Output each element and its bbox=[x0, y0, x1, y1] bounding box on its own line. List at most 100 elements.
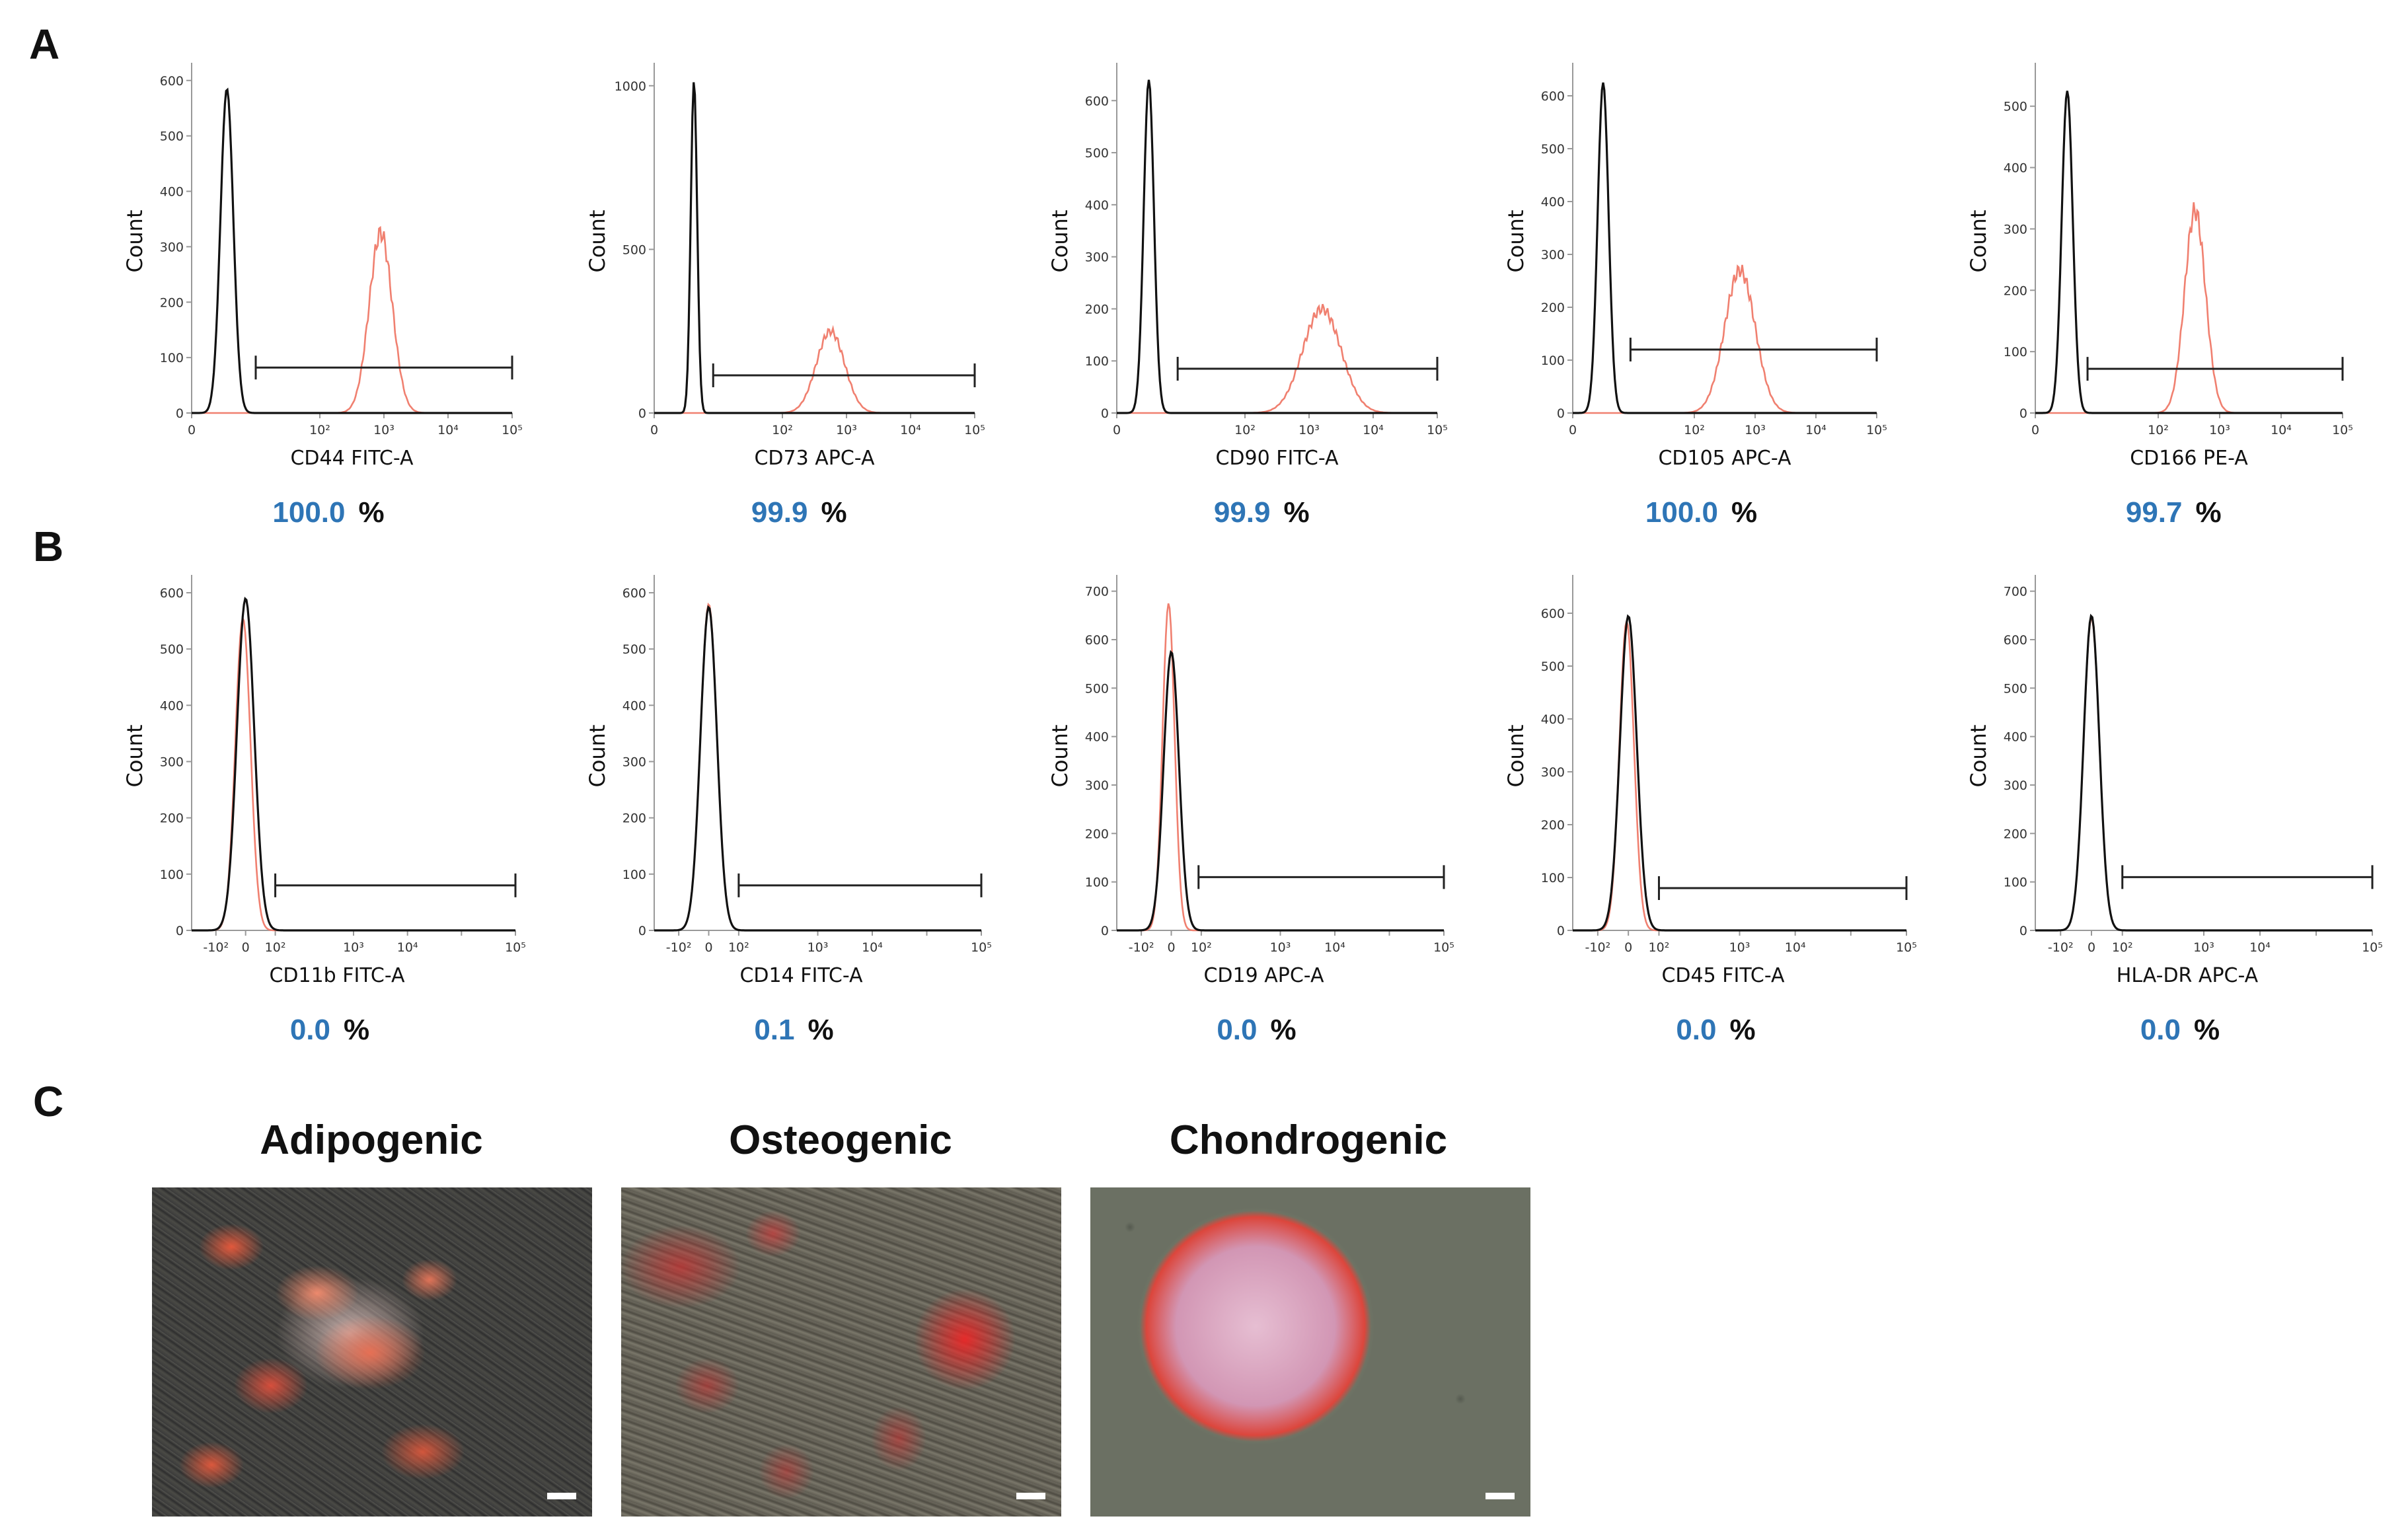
histogram-cd90-fitc-a: 0 100 200 300 400 500 600 0 10² 10³ 10⁴ 10⁵ Count CD9… bbox=[1047, 63, 1448, 529]
positive-percent: 0.0 bbox=[1217, 1014, 1257, 1046]
y-tick-label: 300 bbox=[622, 755, 646, 770]
y-tick-label: 200 bbox=[160, 811, 184, 826]
x-tick-label: 10² bbox=[1649, 940, 1670, 955]
positive-percent: 0.0 bbox=[2140, 1014, 2181, 1046]
y-axis-label: Count bbox=[1047, 209, 1072, 272]
x-tick-label: 10² bbox=[1684, 423, 1705, 437]
x-tick-label: 10² bbox=[265, 940, 286, 955]
x-axis-label: CD14 FITC-A bbox=[739, 964, 863, 987]
positive-percent: 100.0 bbox=[272, 496, 345, 529]
y-axis-label: Count bbox=[122, 209, 147, 272]
y-axis-label: Count bbox=[122, 724, 147, 787]
y-tick-label: 400 bbox=[2004, 730, 2027, 745]
y-tick-label: 500 bbox=[1085, 146, 1109, 161]
y-tick-label: 400 bbox=[2004, 161, 2027, 176]
isotype-control-histogram bbox=[1117, 79, 1437, 414]
panel-label-a: A bbox=[29, 20, 60, 68]
x-tick-label: 10⁵ bbox=[1427, 423, 1448, 437]
x-tick-label: -10² bbox=[1129, 940, 1154, 955]
isotype-control-histogram bbox=[192, 87, 512, 414]
isotype-control-histogram bbox=[654, 605, 981, 932]
x-tick-label: 0 bbox=[2088, 940, 2095, 955]
y-tick-label: 100 bbox=[1541, 871, 1565, 885]
y-tick-label: 600 bbox=[1541, 607, 1565, 621]
x-tick-label: 10³ bbox=[836, 423, 857, 437]
positive-percent: 99.9 bbox=[751, 496, 808, 529]
x-tick-label: 0 bbox=[188, 423, 196, 437]
y-tick-label: 500 bbox=[1541, 142, 1565, 157]
x-tick-label: 0 bbox=[704, 940, 712, 955]
y-tick-label: 0 bbox=[1557, 924, 1565, 938]
y-tick-label: 100 bbox=[2004, 345, 2027, 359]
percent-symbol: % bbox=[1271, 1014, 1297, 1046]
y-tick-label: 600 bbox=[160, 74, 184, 89]
y-tick-label: 500 bbox=[1541, 659, 1565, 674]
y-tick-label: 600 bbox=[1085, 633, 1109, 648]
x-tick-label: 0 bbox=[1624, 940, 1632, 955]
x-tick-label: 10⁴ bbox=[1785, 940, 1806, 955]
x-tick-label: 10⁴ bbox=[437, 423, 459, 437]
x-tick-label: 10⁴ bbox=[1324, 940, 1345, 955]
x-tick-label: 10² bbox=[728, 940, 749, 955]
flow-cytometry-figure: 0 100 200 300 400 500 600 0 10² 10³ 10⁴ 10⁵ Count CD4… bbox=[122, 63, 2383, 1046]
histogram-cd44-fitc-a: 0 100 200 300 400 500 600 0 10² 10³ 10⁴ 10⁵ Count CD4… bbox=[122, 63, 523, 529]
y-tick-label: 500 bbox=[1085, 681, 1109, 696]
x-tick-label: 10⁵ bbox=[2332, 423, 2353, 437]
stained-histogram bbox=[1573, 264, 1877, 414]
chondrogenic-micrograph bbox=[1090, 1187, 1530, 1517]
y-axis-label: Count bbox=[585, 724, 610, 787]
x-tick-label: 10² bbox=[2112, 940, 2133, 955]
osteogenic-micrograph bbox=[621, 1187, 1061, 1517]
x-tick-label: 10² bbox=[772, 423, 793, 437]
y-tick-label: 300 bbox=[2004, 778, 2027, 793]
x-tick-label: 10³ bbox=[1298, 423, 1320, 437]
x-tick-label: 10⁴ bbox=[1805, 423, 1826, 437]
stained-histogram bbox=[1117, 303, 1437, 414]
y-tick-label: 600 bbox=[622, 586, 646, 601]
diff-title-osteogenic: Osteogenic bbox=[729, 1117, 952, 1163]
y-tick-label: 0 bbox=[1101, 406, 1109, 421]
percent-symbol: % bbox=[821, 496, 847, 529]
x-axis-label: CD105 APC-A bbox=[1658, 447, 1791, 470]
x-tick-label: 10⁴ bbox=[1363, 423, 1384, 437]
histogram-cd14-fitc-a: 0 100 200 300 400 500 600 -10² 0 10² 10³ 10⁴ 10⁵ Coun… bbox=[585, 575, 992, 1046]
y-tick-label: 200 bbox=[1541, 301, 1565, 315]
y-tick-label: 200 bbox=[1085, 302, 1109, 317]
x-axis-label: CD19 APC-A bbox=[1203, 964, 1324, 987]
diff-title-adipogenic: Adipogenic bbox=[260, 1117, 483, 1163]
y-tick-label: 400 bbox=[1541, 712, 1565, 727]
histogram-hla-dr-apc-a: 0 100 200 300 400 500 600 700 -10² 0 10² 10³ 10⁴ 10⁵ C… bbox=[1966, 575, 2383, 1046]
y-tick-label: 600 bbox=[160, 586, 184, 601]
y-tick-label: 0 bbox=[638, 406, 646, 421]
x-tick-label: 10⁵ bbox=[971, 940, 992, 955]
positive-percent: 99.7 bbox=[2126, 496, 2183, 529]
adipogenic-micrograph bbox=[152, 1187, 592, 1517]
x-tick-label: 10⁵ bbox=[964, 423, 985, 437]
x-tick-label: 10⁵ bbox=[1896, 940, 1917, 955]
x-tick-label: 10³ bbox=[1745, 423, 1766, 437]
y-tick-label: 400 bbox=[622, 698, 646, 713]
y-axis-label: Count bbox=[1503, 724, 1528, 787]
x-tick-label: 0 bbox=[1113, 423, 1121, 437]
x-tick-label: 10⁵ bbox=[505, 940, 526, 955]
x-tick-label: 10³ bbox=[808, 940, 829, 955]
x-tick-label: 10³ bbox=[1729, 940, 1750, 955]
x-tick-label: 10² bbox=[309, 423, 330, 437]
x-axis-label: CD73 APC-A bbox=[754, 447, 874, 470]
y-tick-label: 100 bbox=[622, 868, 646, 882]
y-tick-label: 100 bbox=[1085, 876, 1109, 890]
y-tick-label: 500 bbox=[2004, 100, 2027, 114]
y-tick-label: 0 bbox=[1101, 924, 1109, 938]
y-tick-label: 700 bbox=[2004, 585, 2027, 599]
positive-percent: 99.9 bbox=[1214, 496, 1271, 529]
x-tick-label: 10³ bbox=[2193, 940, 2214, 955]
x-tick-label: 10⁴ bbox=[2271, 423, 2292, 437]
isotype-control-histogram bbox=[1573, 82, 1877, 414]
y-tick-label: 200 bbox=[1085, 827, 1109, 841]
diff-title-chondrogenic: Chondrogenic bbox=[1169, 1117, 1448, 1163]
y-tick-label: 500 bbox=[622, 243, 646, 257]
stained-histogram bbox=[2035, 202, 2343, 414]
x-tick-label: 10² bbox=[1234, 423, 1256, 437]
isotype-control-histogram bbox=[2035, 91, 2343, 414]
y-tick-label: 0 bbox=[176, 406, 184, 421]
